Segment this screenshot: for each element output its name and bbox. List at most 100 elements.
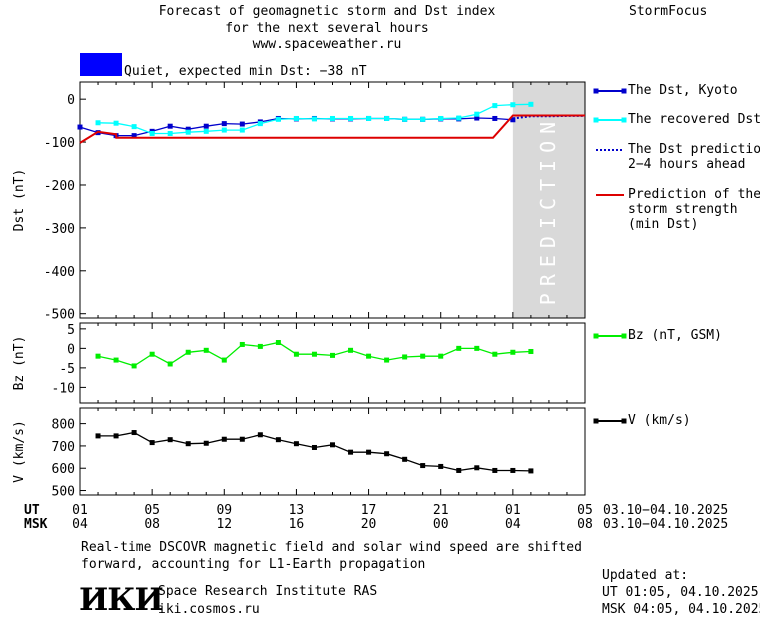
data-point <box>510 349 516 355</box>
footer-note-line-2: forward, accounting for L1-Earth propaga… <box>81 557 426 572</box>
data-point <box>149 351 155 357</box>
y-axis-label: Bz (nT) <box>12 336 27 391</box>
data-point <box>330 115 335 121</box>
ut-tick-label: 01 <box>72 503 88 518</box>
data-point <box>348 347 354 353</box>
data-point <box>528 348 534 354</box>
series-line <box>98 431 531 472</box>
data-point <box>384 357 390 363</box>
data-point <box>113 120 119 126</box>
data-point <box>149 130 155 136</box>
y-tick-label: -5 <box>59 362 75 377</box>
data-point <box>167 123 173 129</box>
y-axis-label: Dst (nT) <box>12 169 27 232</box>
legend-bz-swatch-marker <box>593 333 599 339</box>
data-point <box>257 121 263 127</box>
y-tick-label: -500 <box>44 308 75 323</box>
y-tick-label: -300 <box>44 222 75 237</box>
msk-tick-label: 20 <box>360 517 377 532</box>
data-point <box>275 116 281 122</box>
y-axis-label: V (km/s) <box>12 420 27 483</box>
updated-label: Updated at: <box>602 568 689 583</box>
data-point <box>510 102 516 108</box>
data-point <box>203 347 209 353</box>
data-point <box>402 354 408 360</box>
legend-dst-prediction-label-2: 2−4 hours ahead <box>628 157 746 172</box>
data-point <box>311 351 317 357</box>
ut-tick-label: 09 <box>216 503 233 518</box>
data-point <box>528 101 534 107</box>
updated-ut: UT 01:05, 04.10.2025 <box>602 585 759 600</box>
v-panel-frame <box>79 407 586 496</box>
data-point <box>131 124 137 130</box>
data-point <box>185 129 191 135</box>
data-point <box>275 340 281 346</box>
bz-panel-frame <box>79 322 586 404</box>
data-point <box>95 120 101 126</box>
y-tick-label: 500 <box>52 485 75 500</box>
data-point <box>113 433 119 439</box>
data-point <box>438 115 444 121</box>
data-point <box>293 115 299 121</box>
title-line-2: for the next several hours <box>225 21 429 36</box>
data-point <box>402 116 408 122</box>
data-point <box>456 115 462 121</box>
updated-msk: MSK 04:05, 04.10.2025 <box>602 602 760 617</box>
data-point <box>167 361 173 367</box>
data-point <box>167 130 173 136</box>
prediction-label: PREDICTION <box>536 115 560 305</box>
data-point <box>131 363 137 369</box>
msk-date-range: 03.10−04.10.2025 <box>603 517 729 532</box>
institute-name: Space Research Institute RAS <box>158 584 378 599</box>
legend-v-swatch-marker <box>621 418 627 424</box>
data-point <box>311 444 317 450</box>
y-tick-label: 600 <box>52 462 75 477</box>
data-point <box>293 351 299 357</box>
data-point <box>77 124 83 130</box>
data-point <box>366 353 372 359</box>
data-point <box>420 463 426 469</box>
footer-note-line-1: Real-time DSCOVR magnetic field and sola… <box>81 540 582 555</box>
data-point <box>257 343 263 349</box>
data-point <box>113 357 119 363</box>
brand-name: StormFocus <box>629 4 708 19</box>
legend-recovered-swatch-marker <box>621 117 627 123</box>
ut-axis-label: UT <box>24 503 40 518</box>
legend-v-swatch-marker <box>593 418 599 424</box>
data-point <box>492 467 498 473</box>
institute-website[interactable]: iki.cosmos.ru <box>158 602 260 617</box>
data-point <box>510 117 516 123</box>
msk-tick-label: 16 <box>288 517 305 532</box>
title-website[interactable]: www.spaceweather.ru <box>252 37 402 52</box>
data-point <box>420 116 426 122</box>
data-point <box>95 433 101 439</box>
y-tick-label: -200 <box>44 179 75 194</box>
legend-storm-strength-label-1: Prediction of the <box>628 187 760 202</box>
data-point <box>384 115 390 121</box>
data-point <box>239 127 245 133</box>
data-point <box>221 436 227 442</box>
status-color-box <box>80 53 122 76</box>
series-line <box>79 114 585 144</box>
data-point <box>293 441 299 447</box>
msk-tick-label: 08 <box>577 517 593 532</box>
legend-dst-prediction-label-1: The Dst prediction <box>628 142 760 157</box>
ut-tick-label: 01 <box>505 503 521 518</box>
data-point <box>456 345 462 351</box>
data-point <box>384 451 390 457</box>
data-point <box>402 456 408 462</box>
y-tick-label: 700 <box>52 440 75 455</box>
data-point <box>221 357 227 363</box>
data-point <box>438 353 444 359</box>
data-point <box>492 103 498 109</box>
msk-tick-label: 08 <box>144 517 160 532</box>
ut-tick-label: 13 <box>288 503 305 518</box>
msk-tick-label: 04 <box>505 517 521 532</box>
y-tick-label: -400 <box>44 265 75 280</box>
data-point <box>149 440 155 446</box>
data-point <box>185 441 191 447</box>
legend-recovered-swatch-marker <box>593 117 599 123</box>
y-tick-label: -10 <box>52 381 75 396</box>
status-text: Quiet, expected min Dst: −38 nT <box>124 64 367 79</box>
